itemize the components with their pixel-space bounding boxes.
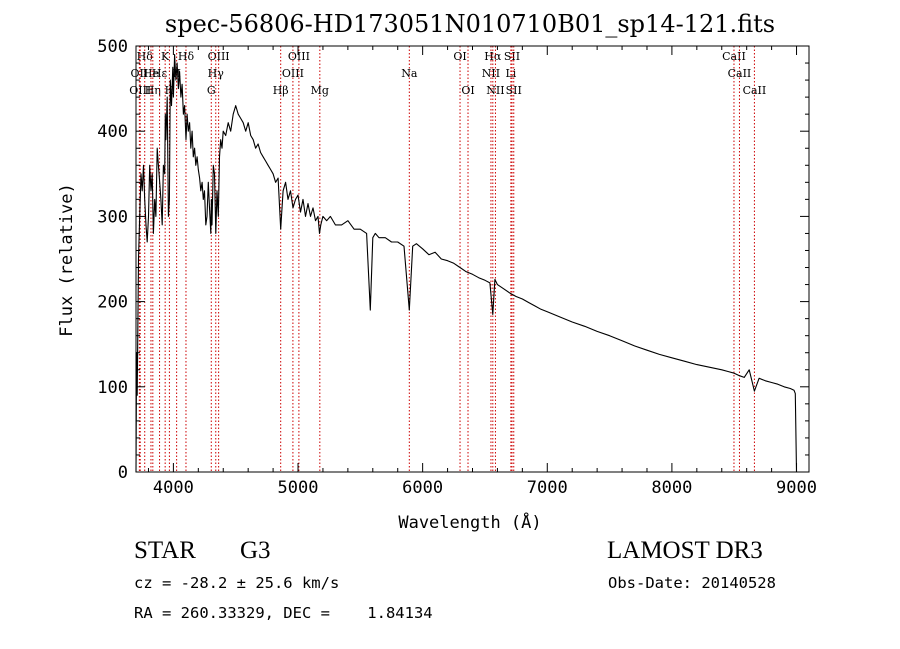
spectral-line-label: Hβ bbox=[273, 84, 289, 97]
spectrum-series-line bbox=[135, 53, 798, 473]
y-tick-label: 200 bbox=[97, 293, 128, 313]
spectral-line-label: CaII bbox=[743, 84, 767, 97]
spectral-line-label: He bbox=[143, 67, 159, 80]
spectral-line-label: Mg bbox=[311, 84, 329, 97]
spectral-line-label: OIII bbox=[208, 50, 230, 63]
x-tick-label: 9000 bbox=[776, 478, 817, 498]
spectral-line-label: Hε bbox=[152, 67, 168, 80]
spectral-line-label: SII bbox=[506, 84, 522, 97]
spectral-line-label: NII bbox=[486, 84, 504, 97]
axis-ticks-layer: 4000 5000 6000 7000 8000 9000 0 100 200 300 400 500 bbox=[97, 37, 817, 498]
redshift-readout: cz = -28.2 ± 25.6 km/s bbox=[134, 574, 340, 592]
spectral-line-label: OI bbox=[461, 84, 474, 97]
coordinates-readout: RA = 260.33329, DEC = 1.84134 bbox=[134, 604, 433, 622]
spectral-line-label: SII bbox=[504, 50, 520, 63]
y-tick-label: 300 bbox=[97, 207, 128, 227]
spectral-line-label: CaII bbox=[728, 67, 752, 80]
spectral-line-label: OI bbox=[453, 50, 466, 63]
spectral-line-label: OIII bbox=[282, 67, 304, 80]
spectral-line-label: Li bbox=[505, 67, 516, 80]
object-subclass: G3 bbox=[240, 537, 271, 564]
x-tick-label: 7000 bbox=[527, 478, 568, 498]
x-tick-label: 5000 bbox=[278, 478, 319, 498]
y-tick-label: 0 bbox=[118, 463, 128, 483]
y-axis-label: Flux (relative) bbox=[57, 183, 77, 337]
spectral-line-label: OII bbox=[131, 67, 149, 80]
spectral-line-label: OIII bbox=[288, 50, 310, 63]
survey-name: LAMOST DR3 bbox=[607, 537, 763, 564]
chart-title: spec-56806-HD173051N010710B01_sp14-121.f… bbox=[165, 10, 775, 38]
x-tick-label: 4000 bbox=[153, 478, 194, 498]
x-axis-label: Wavelength (Å) bbox=[398, 511, 541, 533]
spectral-line-label: Hγ bbox=[208, 67, 225, 80]
y-tick-label: 400 bbox=[97, 122, 128, 142]
x-tick-label: 6000 bbox=[402, 478, 443, 498]
spectral-line-label: K bbox=[161, 50, 170, 63]
spectral-line-label: H bbox=[165, 84, 175, 97]
object-type: STAR bbox=[134, 537, 196, 564]
spectral-line-label: OIII bbox=[129, 84, 151, 97]
spectral-line-label: Na bbox=[401, 67, 418, 80]
spectral-line-label: Hα bbox=[484, 50, 502, 63]
spectrum-layer bbox=[135, 53, 798, 473]
x-tick-label: 8000 bbox=[651, 478, 692, 498]
spectral-line-label: CaII bbox=[722, 50, 746, 63]
spectral-line-label: Hη bbox=[145, 84, 161, 97]
observation-date: Obs-Date: 20140528 bbox=[608, 574, 776, 592]
y-tick-label: 500 bbox=[97, 37, 128, 57]
spectral-line-label: G bbox=[207, 84, 216, 97]
spectral-line-label: NII bbox=[482, 67, 500, 80]
spectral-line-label: Hδ bbox=[137, 50, 154, 63]
y-tick-label: 100 bbox=[97, 378, 128, 398]
spectral-line-label: Hδ bbox=[178, 50, 195, 63]
